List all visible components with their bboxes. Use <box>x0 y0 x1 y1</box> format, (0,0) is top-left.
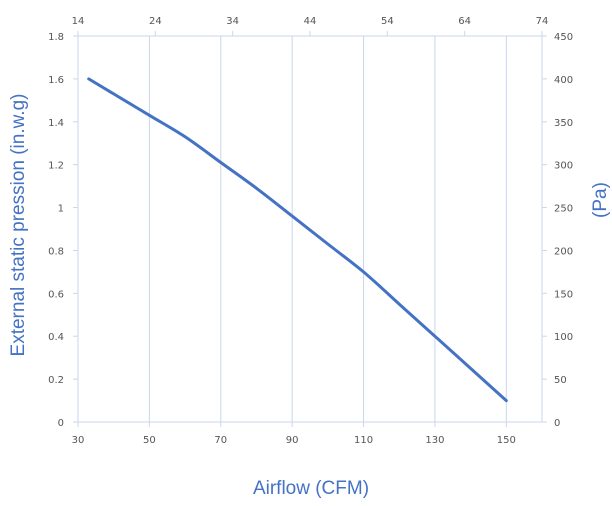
data-point <box>255 187 258 190</box>
plot-frame <box>73 31 547 427</box>
y2-tick-label: 350 <box>554 118 573 129</box>
x2-tick-label: 64 <box>458 16 471 27</box>
x2-tick-label: 24 <box>149 16 162 27</box>
x-tick-label: 70 <box>214 435 227 446</box>
y2-tick-label: 450 <box>554 32 573 43</box>
data-point <box>469 367 472 370</box>
y-tick-label: 1.2 <box>48 161 64 172</box>
y2-tick-label: 250 <box>554 204 573 215</box>
y-tick-label: 0.2 <box>48 375 64 386</box>
data-point <box>183 135 187 138</box>
y2-axis-title: (Pa) <box>590 182 611 218</box>
data-point <box>398 302 401 306</box>
data-point <box>362 270 365 274</box>
y-tick-label: 1 <box>58 204 64 215</box>
data-point <box>505 399 508 402</box>
x-tick-label: 110 <box>354 435 373 446</box>
y-tick-label: 1.4 <box>48 118 64 129</box>
x2-tick-label: 54 <box>381 16 394 27</box>
x-axis-title: Airflow (CFM) <box>253 478 369 499</box>
x2-tick-label: 14 <box>72 16 85 27</box>
data-point <box>433 335 437 338</box>
x2-tick-label: 44 <box>304 16 317 27</box>
x-tick-label: 50 <box>143 435 156 446</box>
x2-tick-label: 34 <box>226 16 239 27</box>
grid <box>148 36 507 422</box>
y2-tick-label: 150 <box>554 289 573 300</box>
x-tick-label: 30 <box>72 435 85 446</box>
x-tick-label: 150 <box>497 435 516 446</box>
y2-tick-label: 400 <box>554 75 573 86</box>
x-tick-label: 90 <box>286 435 299 446</box>
series-layer <box>87 77 508 403</box>
y-tick-label: 0.8 <box>48 246 64 257</box>
y-axis-title: External static pression (in.w.g) <box>8 94 29 357</box>
y2-tick-label: 50 <box>554 375 567 386</box>
y2-tick-label: 200 <box>554 246 573 257</box>
x-tick-label: 130 <box>425 435 444 446</box>
data-point <box>148 114 151 117</box>
data-point <box>290 214 294 218</box>
x2-tick-label: 74 <box>536 16 549 27</box>
data-point <box>87 77 90 81</box>
data-point <box>326 242 330 246</box>
y-tick-label: 0 <box>58 418 64 429</box>
y2-tick-label: 0 <box>554 418 560 429</box>
y-tick-label: 1.6 <box>48 75 64 86</box>
y-tick-label: 1.8 <box>48 32 64 43</box>
data-point <box>219 161 222 164</box>
y2-tick-label: 100 <box>554 332 573 343</box>
y-tick-label: 0.6 <box>48 289 64 300</box>
y-tick-label: 0.4 <box>48 332 64 343</box>
series-line <box>87 77 508 403</box>
data-point <box>112 92 115 96</box>
y2-tick-label: 300 <box>554 161 573 172</box>
